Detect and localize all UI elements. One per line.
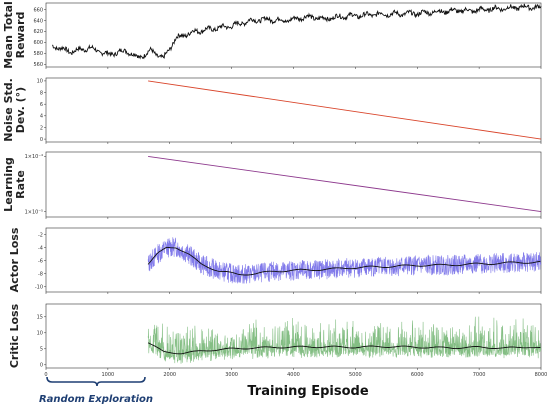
y-tick-label: -2 (38, 232, 43, 238)
critic-loss-series-smoothed (147, 342, 541, 355)
y-tick-label: 0 (40, 137, 43, 143)
y-tick-label: 640 (33, 18, 43, 24)
y-tick-label: 1×10⁻⁵ (25, 209, 43, 215)
y-tick-label: 660 (33, 7, 43, 13)
lr-frame (45, 151, 542, 218)
actor-loss-series-raw (147, 237, 542, 284)
y-title-line: Dev. (°) (14, 87, 27, 133)
x-tick-label: 8000 (535, 372, 548, 378)
critic-loss-panel: 0 5 10 15 0 1000 2000 3000 4000 5000 6000 7000 8000 C… (8, 303, 547, 378)
y-title-line: Learning (2, 157, 15, 212)
noise-panel: 0 2 4 6 8 10 Noise Std.Dev. (°) (2, 77, 542, 144)
x-tick-label: 6000 (411, 372, 424, 378)
y-tick-label: 580 (33, 51, 43, 57)
random-exploration-label: Random Exploration (39, 394, 153, 405)
y-tick-label: -4 (38, 245, 43, 251)
x-tick-label: 7000 (473, 372, 486, 378)
x-tick-label: 4000 (287, 372, 300, 378)
y-tick-label: 8 (40, 90, 43, 96)
x-tick-label: 1000 (102, 372, 115, 378)
y-title-line: Noise Std. (2, 78, 15, 142)
y-tick-label: 1×10⁻⁴ (25, 154, 43, 160)
y-tick-label: 5 (40, 347, 43, 353)
y-title-line: Actor Loss (8, 227, 21, 292)
lr-y-title: LearningRate (2, 157, 27, 212)
y-tick-label: 600 (33, 40, 43, 46)
x-tick-label: 3000 (225, 372, 238, 378)
x-tick-label: 2000 (163, 372, 176, 378)
lr-series-line (148, 155, 542, 213)
reward-frame (45, 2, 542, 68)
y-title-line: Reward (14, 12, 27, 59)
y-tick-label: -6 (38, 258, 43, 264)
y-title-line: Mean Total (2, 1, 15, 69)
y-tick-label: 0 (40, 363, 43, 369)
actor-loss-y-title: Actor Loss (8, 227, 21, 292)
y-tick-label: 10 (37, 331, 43, 337)
noise-series-line (148, 80, 542, 140)
y-title-line: Rate (14, 170, 27, 199)
y-tick-label: 10 (37, 79, 43, 85)
y-tick-label: 6 (40, 102, 43, 108)
y-title-line: Critic Loss (8, 303, 21, 368)
critic-loss-y-title: Critic Loss (8, 303, 21, 368)
y-tick-label: -8 (38, 272, 43, 278)
random-exploration-brace (46, 376, 146, 387)
y-tick-label: 2 (40, 125, 43, 131)
y-tick-label: 620 (33, 29, 43, 35)
noise-frame (45, 77, 542, 143)
reward-panel: 560 580 600 620 640 660 Mean TotalReward (2, 1, 542, 69)
actor-loss-panel: -2 -4 -6 -8 -10 Actor Loss (8, 227, 542, 294)
actor-loss-series-smoothed (147, 246, 541, 276)
y-tick-label: 560 (33, 62, 43, 68)
reward-y-title: Mean TotalReward (2, 1, 27, 69)
x-tick-label: 5000 (349, 372, 362, 378)
x-tick-label: 0 (44, 372, 47, 378)
y-tick-label: 4 (40, 114, 43, 120)
x-axis-title: Training Episode (247, 384, 368, 399)
critic-loss-series-raw (147, 316, 542, 364)
noise-y-title: Noise Std.Dev. (°) (2, 78, 27, 142)
y-tick-label: -10 (35, 285, 43, 291)
reward-series-line (51, 3, 542, 60)
y-tick-label: 15 (37, 315, 43, 321)
